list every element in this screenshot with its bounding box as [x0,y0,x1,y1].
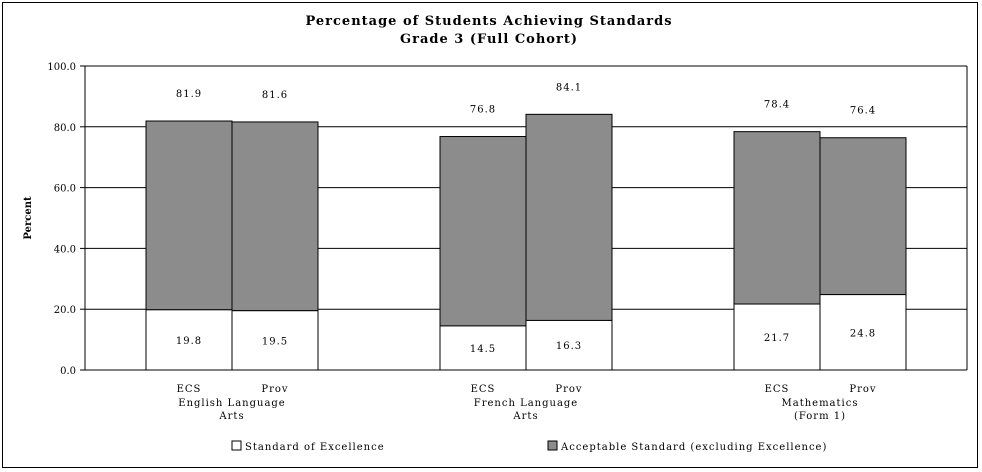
y-tick-label: 40.0 [54,244,76,255]
excellence-value-label: 21.7 [764,333,790,344]
legend-swatch [231,440,242,451]
excellence-value-label: 14.5 [470,344,496,355]
legend-swatch [547,440,558,451]
stacked-bar-chart: Percentage of Students Achieving Standar… [23,14,968,453]
group-label: French Language [474,398,578,409]
y-tick-label: 0.0 [60,366,76,377]
bar-excellence [439,325,527,371]
bar-acceptable [525,113,613,321]
category-label: ECS [765,384,790,395]
y-axis-label: Percent [23,196,34,240]
excellence-value-label: 19.5 [262,336,288,347]
plot-area: 0.0 20.0 40.0 60.0 80.0 100.0 19.8 81.9 ECS 19.5 8… [47,62,968,422]
y-tick-label: 80.0 [54,123,76,134]
y-tick-label: 100.0 [47,62,76,73]
bar-acceptable [733,131,821,305]
bar-excellence [525,319,613,371]
bar-acceptable [439,136,527,327]
excellence-value-label: 19.8 [176,336,202,347]
bar-excellence [231,310,319,371]
category-label: Prov [261,384,288,395]
bar-excellence [819,294,907,371]
chart-title: Percentage of Students Achieving Standar… [305,14,672,29]
bar-acceptable [819,137,907,296]
group-label: Arts [218,411,244,422]
total-value-label: 76.8 [470,105,496,116]
category-label: Prov [849,384,876,395]
group-label: (Form 1) [794,411,846,422]
category-label: Prov [555,384,582,395]
legend-label: Acceptable Standard (excluding Excellenc… [560,442,827,453]
category-label: ECS [177,384,202,395]
bar-acceptable [145,120,233,311]
total-value-label: 78.4 [764,100,790,111]
bar-excellence [733,303,821,371]
total-value-label: 81.9 [176,89,202,100]
bar-acceptable [231,121,319,312]
total-value-label: 76.4 [850,106,876,117]
excellence-value-label: 16.3 [556,341,582,352]
category-label: ECS [471,384,496,395]
legend: Standard of Excellence Acceptable Standar… [231,440,827,453]
total-value-label: 81.6 [262,90,288,101]
group-label: Arts [512,411,538,422]
excellence-value-label: 24.8 [850,328,876,339]
total-value-label: 84.1 [556,82,582,93]
y-tick-label: 20.0 [54,305,76,316]
legend-label: Standard of Excellence [245,442,385,453]
chart-subtitle: Grade 3 (Full Cohort) [400,32,578,47]
group-label: English Language [178,398,285,409]
y-tick-label: 60.0 [54,184,76,195]
group-label: Mathematics [782,398,859,409]
